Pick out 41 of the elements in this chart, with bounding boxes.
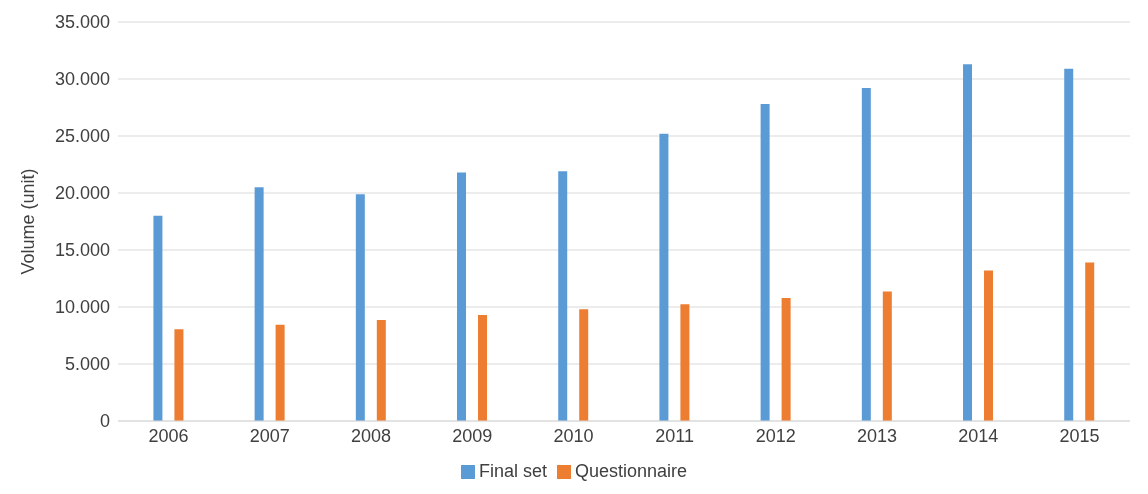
bar (153, 215, 163, 421)
x-tick-label: 2006 (148, 425, 189, 446)
y-tick-label: 10.000 (54, 297, 110, 318)
bar (760, 104, 770, 421)
x-tick-label: 2015 (1059, 425, 1100, 446)
x-tick-label: 2009 (452, 425, 493, 446)
x-tick-label: 2011 (655, 425, 694, 446)
bar (376, 320, 386, 421)
y-tick-label: 20.000 (54, 183, 110, 204)
bar (781, 297, 791, 421)
x-tick-label: 2010 (553, 425, 594, 446)
bar (275, 324, 285, 421)
bar (1064, 68, 1074, 421)
y-tick-label: 30.000 (54, 69, 110, 90)
bar (984, 270, 994, 421)
legend-label: Questionnaire (574, 461, 688, 481)
bar (478, 314, 488, 421)
bar (1085, 262, 1095, 421)
bar (174, 329, 184, 421)
y-tick-label: 15.000 (54, 240, 110, 261)
bar (963, 64, 973, 421)
bar (457, 172, 467, 421)
bar (579, 309, 589, 421)
bar (861, 88, 871, 421)
bar (355, 194, 365, 421)
x-tick-label: 2012 (755, 425, 796, 446)
x-tick-label: 2007 (249, 425, 290, 446)
x-tick-label: 2008 (350, 425, 392, 446)
y-tick-label: 5.000 (64, 354, 110, 375)
bar (254, 187, 264, 421)
y-tick-label: 25.000 (54, 126, 110, 147)
bar (680, 304, 690, 421)
legend-label: Final set (478, 461, 547, 481)
y-axis-title: Volume (unit) (18, 168, 39, 275)
bar (558, 171, 568, 421)
y-tick-label: 35.000 (54, 12, 110, 33)
bar (882, 291, 892, 421)
y-tick-label: 0 (99, 411, 110, 432)
x-tick-label: 2014 (958, 425, 999, 446)
x-tick-label: 2013 (856, 425, 898, 446)
bar (659, 133, 669, 421)
